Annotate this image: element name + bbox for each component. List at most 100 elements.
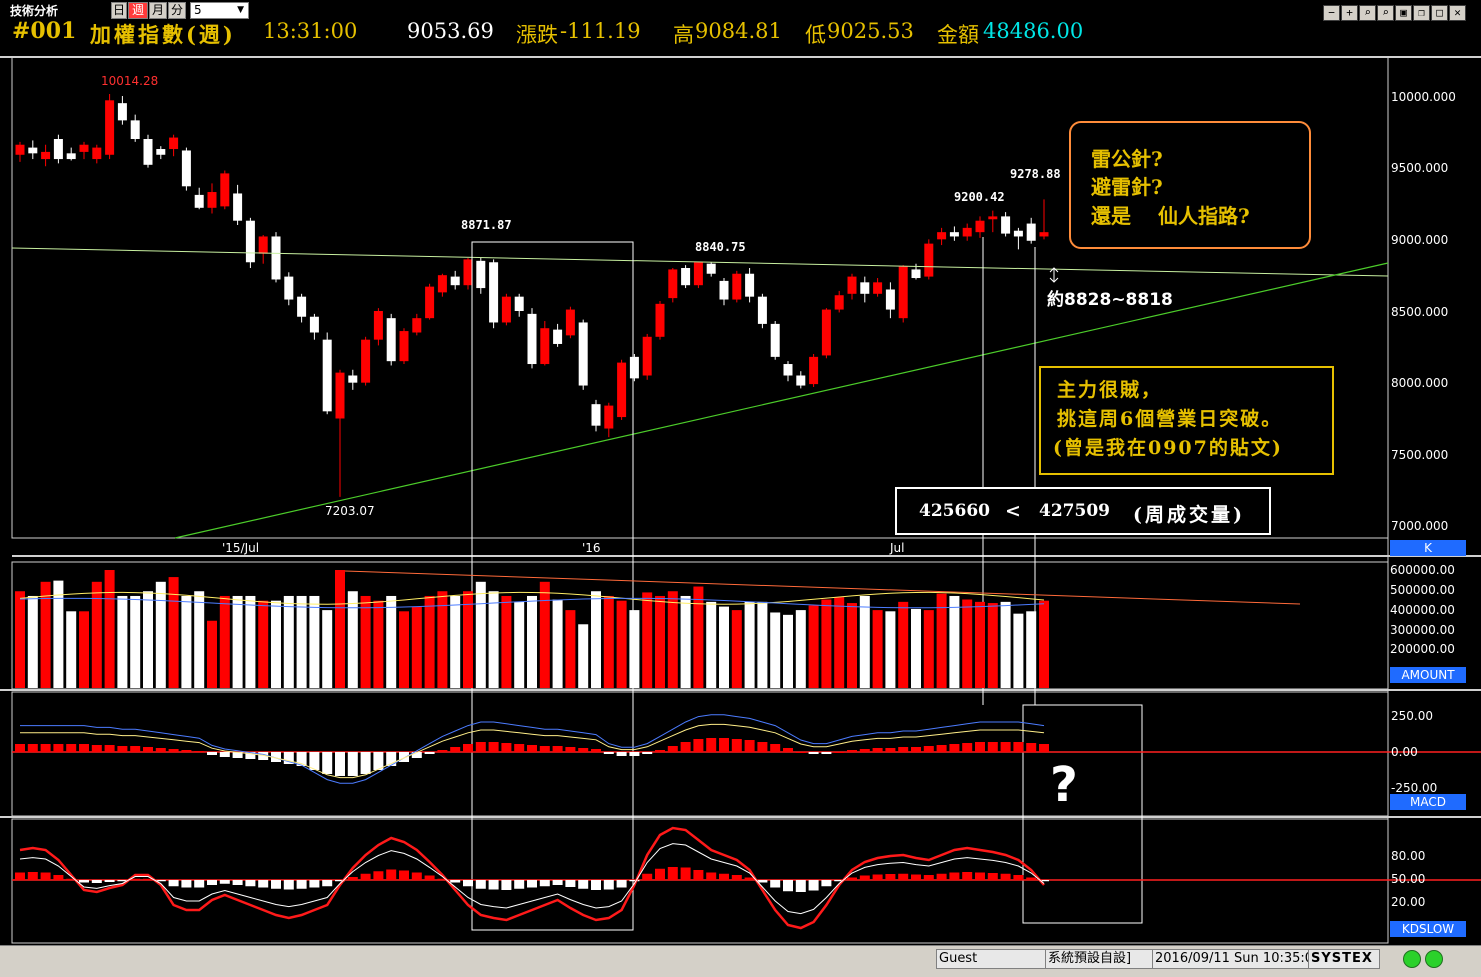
tab-day[interactable]: 日 [111, 2, 127, 19]
amount-bar [565, 610, 576, 688]
amount-bar [155, 581, 166, 688]
trough-label: 7203.07 [325, 504, 375, 518]
candle-body [681, 268, 691, 286]
kd-histogram-bar [488, 880, 499, 890]
kd-histogram-bar [731, 875, 742, 880]
macd-histogram-bar [783, 748, 793, 752]
candle-body [92, 147, 102, 160]
panel-label-k[interactable]: K [1390, 540, 1466, 556]
candle-body [732, 273, 742, 300]
chart-settings-button[interactable]: ▣ [1395, 5, 1412, 21]
amount-bar [1039, 600, 1049, 688]
amount-bar [795, 610, 806, 688]
status-layout[interactable]: 系統預設自設] [1045, 949, 1153, 969]
macd-histogram-bar [975, 742, 985, 752]
interval-select[interactable]: 5 ▼ [190, 2, 249, 19]
kd-histogram-bar [911, 874, 921, 880]
amount-bar [373, 600, 384, 688]
amount-bar [987, 603, 998, 688]
annotation-line: 避雷針? [1091, 175, 1163, 199]
kd-histogram-bar [194, 880, 205, 888]
macd-histogram-bar [642, 752, 653, 754]
kd-histogram-bar [923, 875, 934, 880]
macd-histogram-bar [527, 745, 537, 752]
quote-time: 13:31:00 [263, 19, 358, 43]
macd-histogram-bar [40, 744, 51, 752]
close-button[interactable]: ✕ [1449, 5, 1466, 21]
candle-body [1013, 230, 1023, 237]
question-mark: ? [1050, 757, 1078, 813]
candle-body [41, 151, 51, 160]
macd-histogram-bar [847, 750, 857, 752]
zoom-out-button[interactable]: ⌕ [1377, 5, 1394, 21]
kd-histogram-bar [655, 868, 665, 880]
macd-histogram-bar [258, 752, 269, 760]
kd-histogram-bar [539, 880, 550, 887]
macd-histogram-bar [757, 742, 768, 752]
amount-bar [40, 581, 51, 688]
minimize-button[interactable]: − [1323, 5, 1340, 21]
tab-month[interactable]: 月 [149, 2, 167, 19]
candle-body [489, 262, 499, 323]
macd-histogram-bar [373, 752, 384, 770]
kd-histogram-bar [104, 880, 115, 882]
kd-histogram-bar [411, 872, 422, 880]
volume-label: (周成交量) [1133, 504, 1245, 526]
macd-histogram-bar [1039, 744, 1049, 752]
amount-bar [488, 591, 499, 688]
amount-bar [347, 591, 358, 688]
kd-histogram-bar [629, 880, 640, 882]
kd-histogram-bar [847, 877, 857, 880]
macd-histogram-bar [360, 752, 371, 774]
kd-histogram-bar [296, 880, 307, 889]
macd-scale-tick: 0.00 [1391, 745, 1418, 759]
kd-panel-frame [11, 818, 1389, 944]
maximize-button[interactable]: □ [1431, 5, 1448, 21]
amount-bar [578, 624, 589, 688]
tab-minute[interactable]: 分 [168, 2, 186, 19]
macd-histogram-bar [859, 749, 870, 752]
candle-body [181, 150, 191, 187]
amount-bar [437, 591, 448, 688]
change-label: 漲跌 [516, 23, 558, 47]
kd-histogram-bar [79, 880, 89, 883]
amount-bar [296, 595, 307, 688]
macd-histogram-bar [322, 752, 333, 774]
candle-body [284, 276, 294, 300]
panel-label-macd[interactable]: MACD [1390, 794, 1466, 810]
kd-histogram-bar [232, 880, 243, 885]
kd-histogram-bar [66, 878, 77, 880]
candle-body [476, 260, 486, 289]
tab-week[interactable]: 週 [128, 2, 148, 19]
amount-bar [386, 595, 397, 688]
zoom-in-button[interactable]: + [1341, 5, 1358, 21]
search-button[interactable]: ⌕ [1359, 5, 1376, 21]
amount-bar [309, 595, 320, 688]
kd-histogram-bar [1039, 880, 1049, 882]
panel-label-kdslow[interactable]: KDSLOW [1390, 921, 1466, 937]
price-scale-tick: 9500.000 [1391, 161, 1449, 175]
kd-d-line [19, 843, 1045, 915]
candle-body [757, 296, 767, 324]
candle-body [156, 149, 166, 155]
macd-histogram-bar [296, 752, 307, 766]
candle-body [911, 269, 921, 279]
macd-histogram-bar [603, 752, 614, 754]
restore-button[interactable]: ❐ [1413, 5, 1430, 21]
amount-bar [15, 591, 25, 688]
kd-histogram-bar [373, 871, 384, 880]
candle-body [15, 144, 25, 155]
kd-histogram-bar [219, 880, 230, 884]
kd-histogram-bar [207, 880, 217, 885]
macd-histogram-bar [719, 738, 729, 752]
kd-histogram-bar [437, 878, 448, 880]
macd-histogram-bar [245, 752, 256, 759]
price-scale-tick: 7500.000 [1391, 448, 1449, 462]
amount-bar [207, 620, 217, 688]
candle-body [348, 375, 358, 383]
panel-label-amount[interactable]: AMOUNT [1390, 667, 1466, 683]
annotation-box-breakout: 主力很賊， 挑這周6個營業日突破。 (曾是我在0907的貼文) [1039, 366, 1334, 475]
macd-histogram-bar [1013, 742, 1024, 752]
candle-body [924, 243, 934, 277]
